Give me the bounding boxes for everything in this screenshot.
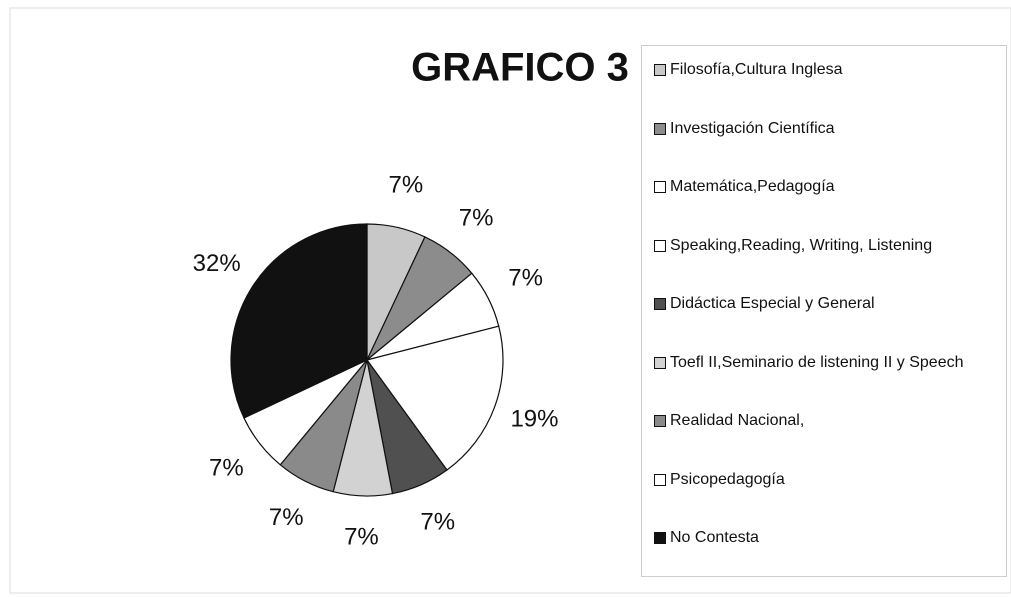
legend-label: Realidad Nacional,: [670, 412, 805, 429]
legend-label: Filosofía,Cultura Inglesa: [670, 61, 843, 78]
legend-swatch: [654, 473, 666, 486]
legend-swatch: [654, 239, 666, 252]
chart-title: GRAFICO 3: [411, 46, 629, 90]
legend-item: Speaking,Reading, Writing, Listening: [654, 236, 999, 255]
legend-item: Didáctica Especial y General: [654, 294, 999, 313]
legend-label: No Contesta: [670, 529, 759, 546]
data-label: 7%: [508, 265, 543, 292]
data-label: 7%: [344, 523, 379, 550]
legend-swatch: [654, 122, 666, 135]
legend-item: Matemática,Pedagogía: [654, 177, 999, 196]
legend-item: Realidad Nacional,: [654, 411, 999, 430]
legend-label: Speaking,Reading, Writing, Listening: [670, 236, 933, 254]
data-label: 7%: [209, 454, 244, 481]
legend: Filosofía,Cultura Inglesa Investigación C…: [641, 45, 1007, 577]
legend-label: Toefl II,Seminario de listening II y Spe…: [670, 353, 964, 371]
legend-swatch: [654, 415, 666, 427]
legend-item: Toefl II,Seminario de listening II y Spe…: [654, 353, 999, 372]
data-label: 7%: [269, 504, 304, 531]
legend-item: Psicopedagogía: [654, 470, 999, 489]
legend-label: Matemática,Pedagogía: [670, 178, 835, 195]
legend-swatch: [654, 532, 666, 544]
pie-slice: [365, 325, 504, 471]
legend-item: Investigación Científica: [654, 119, 999, 138]
legend-label: Psicopedagogía: [670, 470, 785, 488]
legend-label: Didáctica Especial y General: [670, 295, 875, 312]
frame: [9, 7, 1011, 594]
legend-item: Filosofía,Cultura Inglesa: [654, 60, 999, 79]
legend-swatch: [654, 356, 666, 369]
pie-slice: [230, 223, 368, 419]
legend-swatch: [654, 298, 666, 310]
data-label: 19%: [510, 406, 558, 433]
data-label: 7%: [420, 509, 455, 536]
legend-swatch: [654, 64, 666, 76]
data-label: 7%: [388, 172, 423, 199]
legend-label: Investigación Científica: [670, 119, 835, 137]
legend-swatch: [654, 181, 666, 193]
data-label: 7%: [459, 205, 494, 232]
data-label: 32%: [193, 250, 241, 277]
legend-item: No Contesta: [654, 528, 999, 547]
